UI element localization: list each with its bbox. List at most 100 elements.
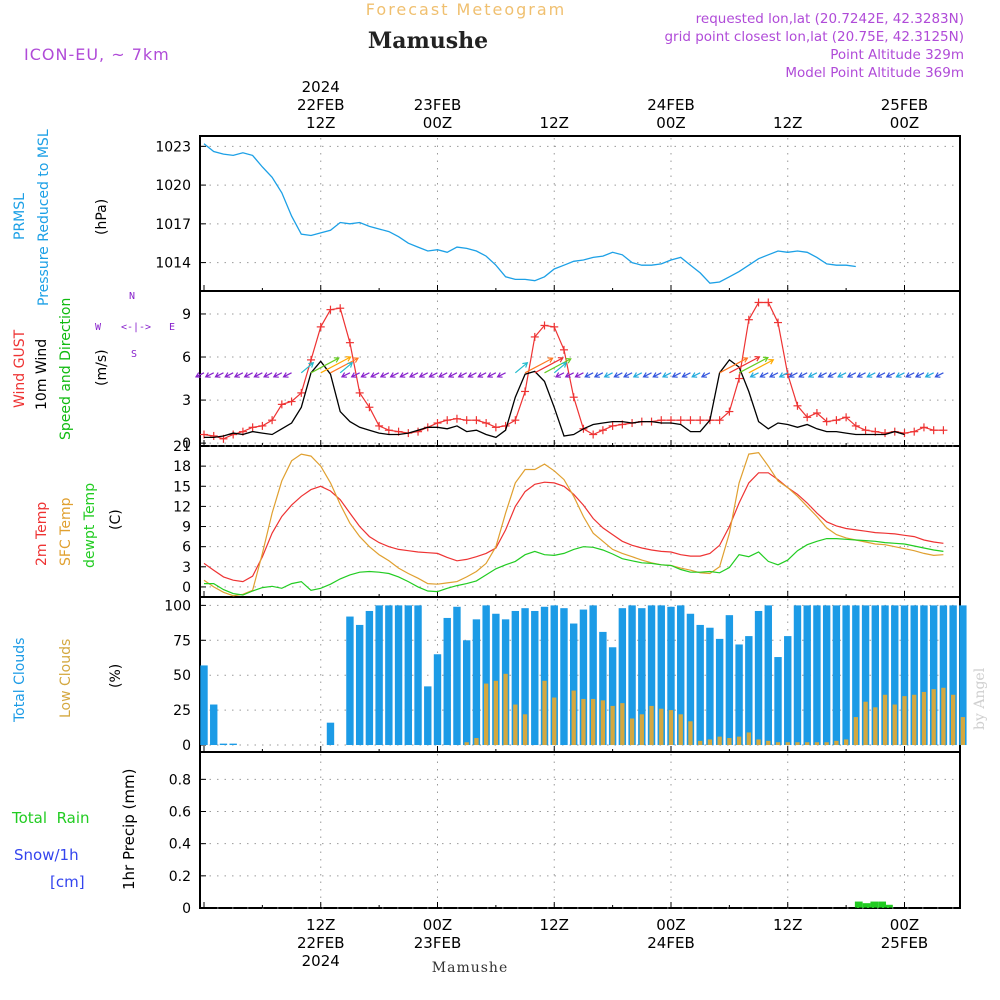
wind-direction-arrowhead (547, 357, 554, 363)
total-clouds-bar (404, 605, 413, 746)
wind-direction-arrow (925, 372, 934, 378)
wind-direction-arrowhead (233, 372, 240, 378)
low-clouds-bar (698, 740, 703, 746)
top-time-label: 2024 (302, 78, 340, 96)
total-clouds-bar (462, 640, 471, 746)
total-clouds-bar (754, 610, 763, 746)
low-clouds-label: Low Clouds (58, 639, 74, 718)
wind-direction-arrowhead (486, 372, 493, 378)
total-clouds-bar (579, 609, 588, 746)
total-clouds-bar (414, 605, 422, 746)
total-clouds-bar (443, 617, 451, 746)
wind-direction-arrow (224, 372, 234, 378)
low-clouds-bar (756, 739, 761, 746)
wind-direction-arrowhead (308, 362, 315, 368)
total-clouds-bar (920, 605, 928, 746)
low-clouds-bar (552, 697, 557, 746)
y-tick-label: 25 (173, 703, 191, 719)
total-clouds-bar (735, 644, 743, 746)
total-clouds-bar (200, 665, 208, 746)
credit: by Angel (972, 667, 988, 730)
compass-s: S (131, 349, 137, 360)
y-tick-label: 21 (173, 439, 191, 455)
total-clouds-bar (929, 605, 938, 746)
grid-lines (200, 138, 958, 909)
total-clouds-bar (638, 608, 646, 746)
wind-direction-arrow (789, 372, 798, 378)
total-clouds-bar (424, 686, 432, 746)
low-clouds-bar (484, 683, 489, 746)
rain-bar (854, 901, 863, 908)
total-clouds-bar (706, 627, 714, 746)
wind-unit: (m/s) (94, 349, 110, 386)
compass: N W <-|-> E S (95, 291, 175, 360)
low-clouds-bar (814, 742, 820, 746)
y-tick-label: 1017 (155, 217, 191, 233)
total-clouds-bar (852, 605, 860, 746)
total-clouds-bar (715, 638, 724, 746)
rain-bar (878, 901, 887, 908)
wind-direction-arrow (584, 372, 594, 378)
rain-bar (862, 903, 871, 908)
wind-direction-arrow (553, 362, 567, 374)
y-tick-label: 6 (182, 350, 191, 366)
location-title: Mamushe (368, 28, 488, 54)
temp-frame (199, 445, 961, 598)
pressure-line (203, 143, 856, 284)
wind-direction-arrow (263, 372, 273, 378)
total-clouds-bar (540, 606, 549, 746)
total-clouds-bar (784, 636, 792, 746)
y-tick-label: 75 (173, 633, 191, 649)
y-tick-label: 0.4 (169, 837, 191, 853)
wind-direction-arrowhead (593, 372, 600, 378)
total-clouds-bar (210, 704, 218, 746)
y-tick-label: 1023 (155, 139, 191, 155)
wind-10m-label: 10m Wind (34, 339, 50, 410)
wind-direction-arrow (760, 372, 769, 378)
y-tick-label: 0 (182, 901, 191, 917)
wind-direction-arrow (691, 372, 701, 378)
data-layer (194, 143, 967, 909)
wind-direction-arrow (205, 372, 214, 378)
low-clouds-bar (513, 704, 518, 746)
compass-mid: <-|-> (121, 322, 151, 333)
total-clouds-bar (570, 623, 578, 746)
wind-direction-arrow (828, 372, 837, 378)
wind-direction-arrow (477, 372, 487, 378)
bottom-time-label: 24FEB (647, 934, 694, 952)
bottom-time-label: 12Z (540, 916, 569, 934)
y-tick-label: 0 (182, 580, 191, 596)
wind-labels: Wind GUST 10m Wind Speed and Direction (… (12, 291, 175, 440)
wind-direction-arrowhead (477, 372, 484, 378)
wind-direction-arrow (310, 357, 340, 374)
wind-direction-arrowhead (496, 372, 503, 378)
wind-direction-arrowhead (759, 372, 766, 378)
wind-direction-arrow (565, 372, 574, 378)
y-tick-label: 9 (182, 520, 191, 536)
wind-direction-arrowhead (642, 372, 649, 378)
wind-direction-arrow (448, 372, 458, 378)
low-clouds-bar (902, 696, 907, 746)
wind-direction-arrow (915, 372, 925, 378)
total-clouds-bar (326, 722, 335, 746)
wind-direction-arrowhead (934, 372, 941, 378)
total-clouds-bar (385, 605, 393, 746)
low-clouds-bar (688, 721, 693, 746)
low-clouds-bar (960, 717, 966, 746)
wind-direction-arrow (748, 359, 774, 374)
wind-direction-arrow (254, 372, 263, 378)
wind-direction-arrow (604, 372, 613, 378)
wind-direction-arrowhead (807, 372, 814, 378)
y-tick-labels: 1014101710201023036903691215182102550751… (155, 139, 191, 917)
y-tick-label: 0.2 (169, 869, 191, 885)
wind-direction-arrowhead (742, 357, 749, 363)
wind-direction-arrowhead (418, 372, 425, 378)
low-clouds-bar (591, 698, 596, 746)
y-tick-label: 3 (182, 393, 191, 409)
total-clouds-bar (725, 615, 734, 746)
total-clouds-bar (647, 605, 656, 746)
wind-direction-arrowhead (263, 372, 270, 378)
wind-direction-arrow (633, 372, 643, 378)
low-clouds-bar (629, 718, 635, 746)
